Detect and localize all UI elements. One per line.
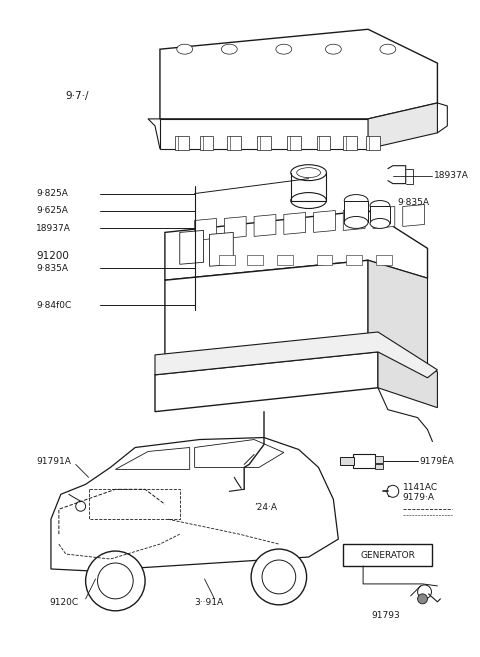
Text: 9·835A: 9·835A xyxy=(36,263,68,273)
Ellipse shape xyxy=(177,44,192,54)
Ellipse shape xyxy=(370,200,390,210)
Bar xyxy=(257,136,271,150)
Text: 18937A: 18937A xyxy=(434,171,469,180)
Text: 9179·A: 9179·A xyxy=(403,493,435,502)
Text: 3··91A: 3··91A xyxy=(194,599,224,607)
Text: 1141AC: 1141AC xyxy=(403,483,438,492)
Ellipse shape xyxy=(325,44,341,54)
Circle shape xyxy=(97,563,133,599)
Circle shape xyxy=(85,551,145,611)
Ellipse shape xyxy=(370,219,390,229)
Bar xyxy=(375,457,383,463)
Polygon shape xyxy=(254,214,276,237)
Circle shape xyxy=(418,594,428,604)
Polygon shape xyxy=(368,260,428,374)
Ellipse shape xyxy=(221,44,237,54)
Bar xyxy=(316,256,332,265)
Polygon shape xyxy=(194,219,216,240)
Circle shape xyxy=(387,486,399,497)
Circle shape xyxy=(418,585,432,599)
Circle shape xyxy=(262,560,296,594)
Bar xyxy=(200,136,214,150)
Text: 91793: 91793 xyxy=(371,611,400,620)
Text: 9179ÈA: 9179ÈA xyxy=(420,457,455,466)
Text: 9·84f0C: 9·84f0C xyxy=(36,301,72,309)
Polygon shape xyxy=(160,119,368,148)
Text: 9·835A: 9·835A xyxy=(398,198,430,207)
Bar xyxy=(287,136,300,150)
Polygon shape xyxy=(209,233,233,266)
Bar xyxy=(353,455,375,468)
Polygon shape xyxy=(51,438,338,571)
Polygon shape xyxy=(194,440,284,467)
Text: 91200: 91200 xyxy=(36,252,69,261)
Bar xyxy=(346,256,362,265)
Polygon shape xyxy=(224,216,246,238)
Ellipse shape xyxy=(297,168,321,177)
Bar xyxy=(376,256,392,265)
Bar xyxy=(247,256,263,265)
Ellipse shape xyxy=(276,44,292,54)
Bar xyxy=(366,136,380,150)
Bar xyxy=(316,136,330,150)
Text: 91791A: 91791A xyxy=(36,457,71,466)
Text: ’24·A: ’24·A xyxy=(254,503,277,512)
Bar xyxy=(343,544,432,566)
Bar xyxy=(340,457,354,465)
Polygon shape xyxy=(313,210,336,233)
Ellipse shape xyxy=(380,44,396,54)
Bar xyxy=(370,206,390,223)
Bar xyxy=(277,256,293,265)
Circle shape xyxy=(233,488,249,505)
Polygon shape xyxy=(373,206,395,229)
Bar xyxy=(343,136,357,150)
Text: 9120C: 9120C xyxy=(49,599,78,607)
Polygon shape xyxy=(403,204,424,227)
Bar xyxy=(175,136,189,150)
Polygon shape xyxy=(378,352,437,407)
Polygon shape xyxy=(165,210,428,280)
Bar xyxy=(388,486,393,496)
Text: GENERATOR: GENERATOR xyxy=(360,551,415,560)
Polygon shape xyxy=(165,260,368,374)
Polygon shape xyxy=(284,212,306,235)
Polygon shape xyxy=(343,208,365,231)
Circle shape xyxy=(76,501,85,511)
Bar xyxy=(375,464,383,469)
Polygon shape xyxy=(155,352,378,412)
Ellipse shape xyxy=(291,165,326,181)
Ellipse shape xyxy=(344,194,368,206)
Ellipse shape xyxy=(344,216,368,229)
Circle shape xyxy=(251,549,307,605)
Text: 9·825A: 9·825A xyxy=(36,189,68,198)
Bar xyxy=(228,136,241,150)
Polygon shape xyxy=(180,231,204,264)
Ellipse shape xyxy=(291,193,326,208)
Polygon shape xyxy=(368,103,437,148)
Polygon shape xyxy=(160,30,437,119)
Text: 9·7·/: 9·7·/ xyxy=(66,91,89,101)
Polygon shape xyxy=(115,447,190,469)
Text: 18937A: 18937A xyxy=(36,224,71,233)
Polygon shape xyxy=(155,332,437,378)
Text: 9·625A: 9·625A xyxy=(36,206,68,215)
Bar xyxy=(344,200,368,223)
Bar xyxy=(219,256,235,265)
